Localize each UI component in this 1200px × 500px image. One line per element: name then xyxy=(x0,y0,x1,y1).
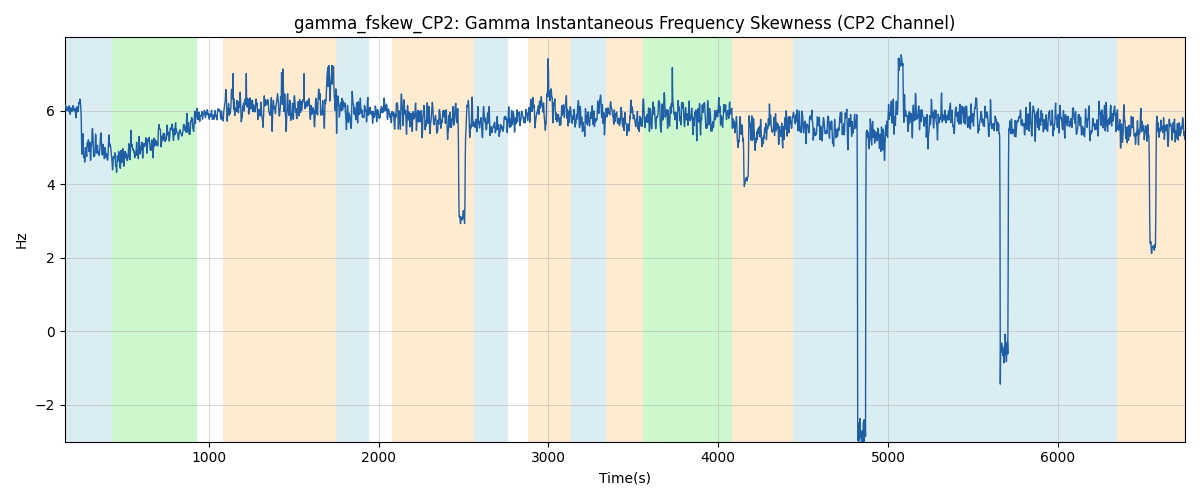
Bar xyxy=(392,38,474,442)
Bar xyxy=(222,38,336,442)
Bar xyxy=(606,38,643,442)
Bar xyxy=(643,38,732,442)
X-axis label: Time(s): Time(s) xyxy=(599,471,650,485)
Bar xyxy=(732,38,793,442)
Bar xyxy=(528,38,570,442)
Bar xyxy=(336,38,368,442)
Title: gamma_fskew_CP2: Gamma Instantaneous Frequency Skewness (CP2 Channel): gamma_fskew_CP2: Gamma Instantaneous Fre… xyxy=(294,15,955,34)
Bar xyxy=(793,38,1117,442)
Bar xyxy=(474,38,508,442)
Y-axis label: Hz: Hz xyxy=(14,230,29,248)
Bar xyxy=(1117,38,1186,442)
Bar xyxy=(570,38,606,442)
Bar xyxy=(65,38,112,442)
Bar xyxy=(112,38,197,442)
